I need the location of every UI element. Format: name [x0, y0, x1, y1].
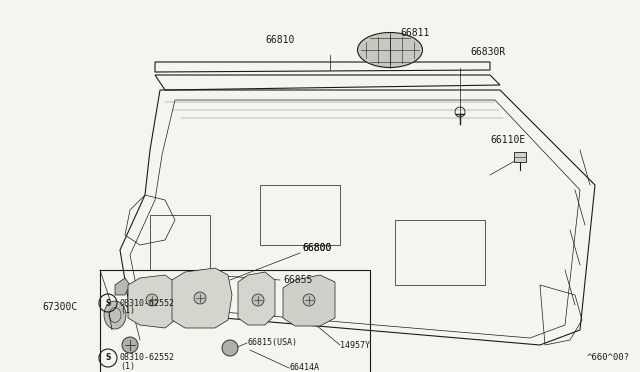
Text: 66810: 66810 [266, 35, 295, 45]
Text: 66800: 66800 [302, 243, 332, 253]
Bar [100, 270, 370, 372]
Polygon shape [283, 275, 335, 326]
Text: S: S [106, 298, 111, 308]
Text: 66815(USA): 66815(USA) [248, 339, 298, 347]
Text: 66414A: 66414A [290, 363, 320, 372]
Bar [514, 152, 526, 162]
Bar [150, 215, 210, 270]
Circle shape [252, 294, 264, 306]
Ellipse shape [358, 32, 422, 67]
Polygon shape [172, 268, 232, 328]
Circle shape [146, 294, 158, 306]
Text: 66110E: 66110E [490, 135, 525, 145]
Text: 66830R: 66830R [470, 47, 505, 57]
Text: 14957Y: 14957Y [340, 340, 370, 350]
Bar [260, 185, 340, 245]
Bar [395, 220, 485, 285]
Text: 08310-62552: 08310-62552 [120, 353, 175, 362]
Circle shape [194, 292, 206, 304]
Text: 08310-62552: 08310-62552 [120, 298, 175, 308]
Ellipse shape [104, 301, 126, 329]
Circle shape [303, 294, 315, 306]
Text: 67300C: 67300C [42, 302, 77, 312]
Polygon shape [238, 272, 275, 325]
Text: ^660^00?: ^660^00? [587, 353, 630, 362]
Circle shape [222, 340, 238, 356]
Text: S: S [106, 353, 111, 362]
Text: 66800: 66800 [302, 243, 332, 253]
Text: 66855: 66855 [283, 275, 312, 285]
Text: (1): (1) [120, 362, 135, 371]
Polygon shape [128, 275, 175, 328]
Circle shape [122, 337, 138, 353]
Text: (1): (1) [120, 307, 135, 315]
Text: 66811: 66811 [400, 28, 429, 38]
Polygon shape [115, 278, 130, 295]
